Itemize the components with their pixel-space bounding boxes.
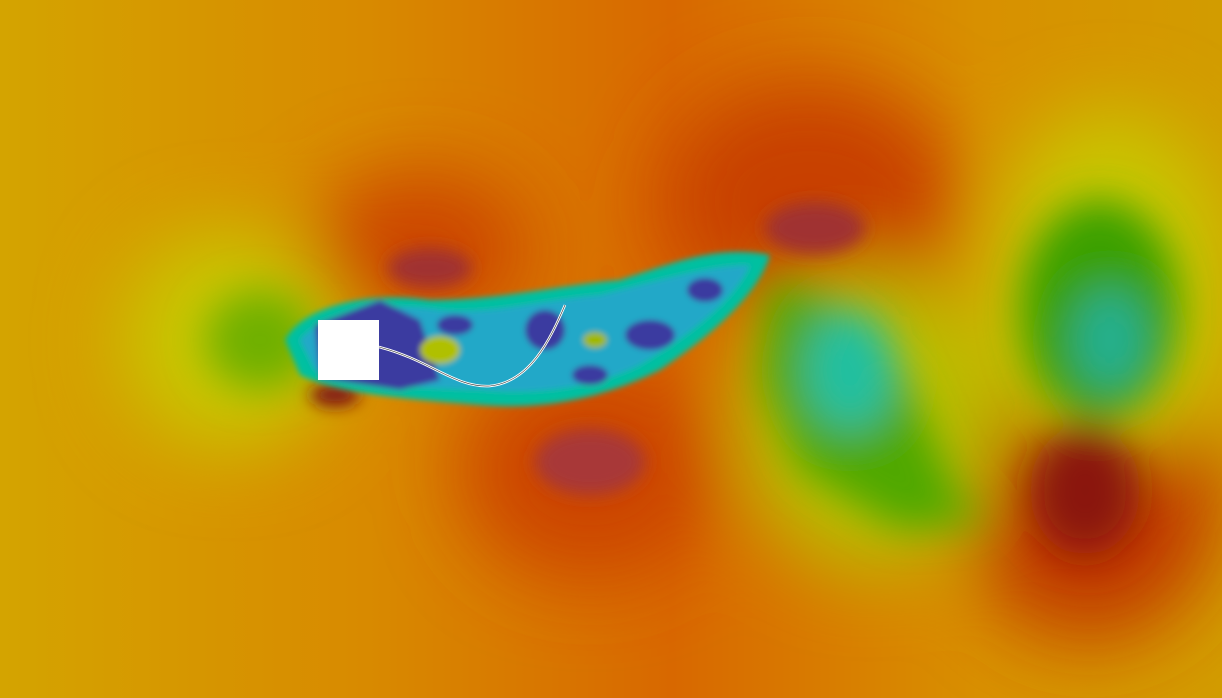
filament-edge xyxy=(378,304,566,387)
wake-pocket xyxy=(420,336,460,364)
wake-core xyxy=(625,320,675,350)
blob xyxy=(1075,290,1145,390)
core xyxy=(765,202,865,254)
wake-core xyxy=(525,310,565,350)
wake-pocket xyxy=(583,332,607,348)
wake xyxy=(285,251,770,407)
wake-core xyxy=(437,315,473,335)
core xyxy=(388,248,472,288)
blob xyxy=(205,290,315,390)
blob xyxy=(805,310,895,430)
bluff-body xyxy=(318,320,379,380)
core xyxy=(535,429,645,495)
vortices xyxy=(205,200,1180,555)
wake-core xyxy=(687,278,723,302)
blob xyxy=(1030,425,1140,555)
wake-core xyxy=(572,365,608,385)
